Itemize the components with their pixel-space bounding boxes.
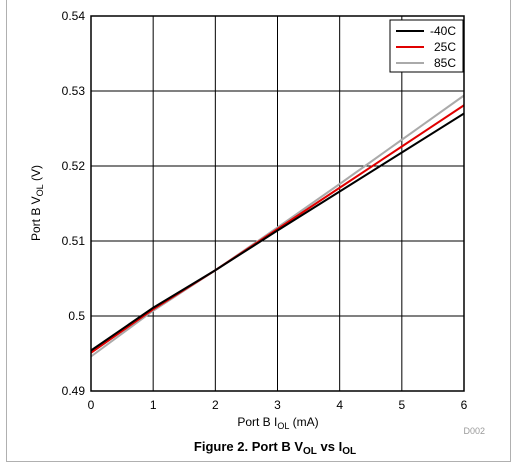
x-tick-label: 3 xyxy=(274,398,281,412)
x-tick-label: 4 xyxy=(336,398,343,412)
x-axis-title: Port B IOL (mA) xyxy=(237,415,318,431)
y-tick-labels: 0.49 0.5 0.51 0.52 0.53 0.54 xyxy=(62,9,86,398)
x-tick-label: 1 xyxy=(150,398,157,412)
y-tick-label: 0.53 xyxy=(62,84,86,98)
x-tick-label: 0 xyxy=(88,398,95,412)
y-tick-label: 0.52 xyxy=(62,159,86,173)
series-line--40C xyxy=(90,112,465,352)
y-tick-label: 0.5 xyxy=(68,309,85,323)
series-line-25C xyxy=(90,104,465,354)
plot-area xyxy=(90,15,465,392)
legend-label-25C: 25C xyxy=(434,40,456,54)
x-tick-label: 5 xyxy=(398,398,405,412)
series-line-85C xyxy=(90,94,465,358)
y-tick-label: 0.51 xyxy=(62,234,86,248)
figure-frame xyxy=(6,0,511,462)
figure-caption: Figure 2. Port B VOL vs IOL xyxy=(194,439,356,457)
legend-label--40C: -40C xyxy=(430,24,456,38)
figure-id: D002 xyxy=(463,426,485,436)
series-lines xyxy=(90,94,465,358)
y-tick-label: 0.49 xyxy=(62,384,86,398)
y-tick-label: 0.54 xyxy=(62,9,86,23)
legend: -40C 25C 85C xyxy=(389,19,464,73)
x-tick-label: 2 xyxy=(212,398,219,412)
legend-label-85C: 85C xyxy=(434,56,456,70)
y-axis-title: Port B VOL (V) xyxy=(29,165,45,241)
x-tick-label: 6 xyxy=(461,398,468,412)
x-tick-labels: 0 1 2 3 4 5 6 xyxy=(88,398,468,412)
